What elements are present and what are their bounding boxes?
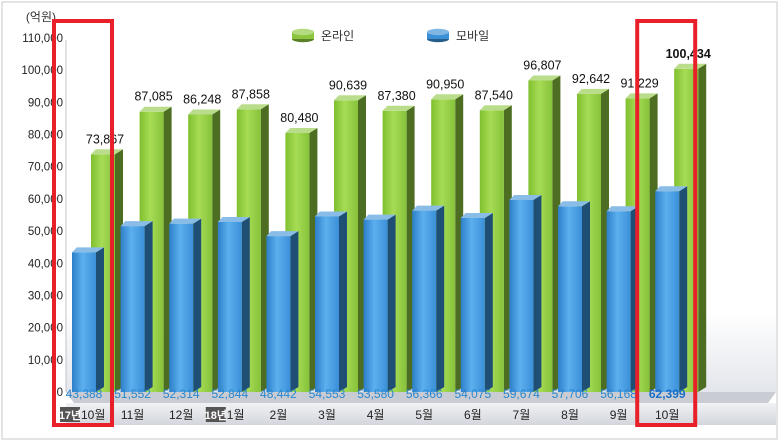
category-label: 1월 bbox=[227, 408, 245, 422]
data-label-online: 96,807 bbox=[523, 58, 561, 72]
bar-mobile bbox=[460, 212, 493, 392]
legend-swatch-mobile bbox=[427, 28, 449, 43]
year-badge-label: 17년 bbox=[59, 408, 81, 422]
bar-mobile bbox=[72, 247, 104, 392]
category-label: 5월 bbox=[415, 408, 433, 422]
data-label-mobile: 56,168 bbox=[600, 387, 637, 401]
data-label-online: 86,248 bbox=[183, 92, 221, 106]
category-label: 10월 bbox=[81, 408, 105, 422]
category-label: 10월 bbox=[655, 408, 679, 422]
data-label-mobile: 59,674 bbox=[503, 387, 540, 401]
data-label-mobile: 53,580 bbox=[357, 387, 394, 401]
data-label-mobile: 54,075 bbox=[454, 387, 491, 401]
data-label-mobile: 62,399 bbox=[649, 387, 686, 401]
data-label-online: 100,434 bbox=[666, 47, 711, 61]
data-label-mobile: 43,388 bbox=[66, 387, 103, 401]
y-tick-label: 70,000 bbox=[28, 162, 63, 174]
bar-mobile bbox=[558, 201, 590, 392]
data-label-mobile: 51,552 bbox=[114, 387, 151, 401]
data-label-online: 87,380 bbox=[377, 89, 415, 103]
category-label: 7월 bbox=[513, 408, 531, 422]
y-tick-label: 40,000 bbox=[28, 258, 63, 270]
bar-mobile bbox=[412, 205, 445, 392]
year-badge: 17년 bbox=[59, 407, 81, 422]
y-tick-label: 50,000 bbox=[28, 226, 63, 238]
category-label: 2월 bbox=[270, 408, 288, 422]
year-badge: 18년 bbox=[205, 407, 227, 422]
data-label-mobile: 52,314 bbox=[163, 387, 200, 401]
data-label-mobile: 52,844 bbox=[211, 387, 248, 401]
y-tick-label: 10,000 bbox=[28, 355, 63, 367]
bar-mobile bbox=[120, 221, 153, 392]
category-label: 4월 bbox=[367, 408, 385, 422]
data-label-mobile: 48,442 bbox=[260, 387, 297, 401]
data-label-mobile: 54,553 bbox=[309, 387, 346, 401]
data-label-online: 87,858 bbox=[232, 87, 270, 101]
data-label-online: 87,540 bbox=[475, 88, 513, 102]
bar-mobile bbox=[315, 211, 347, 392]
legend-swatch-online bbox=[292, 28, 314, 43]
y-tick-label: 80,000 bbox=[28, 130, 63, 142]
data-label-online: 80,480 bbox=[280, 111, 318, 125]
bar-mobile bbox=[509, 194, 542, 392]
bar-mobile bbox=[169, 218, 202, 392]
year-badge-label: 18년 bbox=[205, 408, 227, 422]
data-label-online: 91,229 bbox=[620, 76, 658, 90]
data-label-online: 90,639 bbox=[329, 78, 367, 92]
highlight-box bbox=[635, 19, 698, 427]
legend-label-online: 온라인 bbox=[321, 29, 354, 43]
y-axis-unit-label: (억원) bbox=[26, 10, 56, 24]
category-label: 11월 bbox=[121, 408, 145, 422]
y-tick-label: 110,000 bbox=[22, 33, 63, 45]
category-label: 12월 bbox=[169, 408, 193, 422]
category-label: 9월 bbox=[610, 408, 628, 422]
bar-mobile bbox=[217, 216, 250, 392]
category-label: 3월 bbox=[318, 408, 336, 422]
data-label-online: 90,950 bbox=[426, 77, 464, 91]
y-tick-label: 90,000 bbox=[28, 97, 63, 109]
category-label: 6월 bbox=[464, 408, 482, 422]
legend-label-mobile: 모바일 bbox=[456, 29, 489, 43]
data-label-online: 87,085 bbox=[134, 90, 172, 104]
data-label-mobile: 56,366 bbox=[406, 387, 443, 401]
y-tick-label: 100,000 bbox=[21, 65, 63, 77]
bar-mobile bbox=[655, 186, 688, 392]
y-tick-label: 30,000 bbox=[28, 290, 63, 302]
bar-mobile bbox=[606, 206, 639, 392]
category-label: 8월 bbox=[561, 408, 579, 422]
data-label-online: 73,867 bbox=[86, 132, 124, 146]
bar-mobile bbox=[266, 231, 299, 392]
y-tick-label: 20,000 bbox=[28, 323, 63, 335]
data-label-online: 92,642 bbox=[572, 72, 610, 86]
y-tick-label: 0 bbox=[57, 387, 63, 399]
y-tick-label: 60,000 bbox=[28, 194, 63, 206]
data-label-mobile: 57,706 bbox=[552, 387, 589, 401]
bar-mobile bbox=[363, 214, 396, 392]
highlight-box bbox=[52, 19, 114, 427]
